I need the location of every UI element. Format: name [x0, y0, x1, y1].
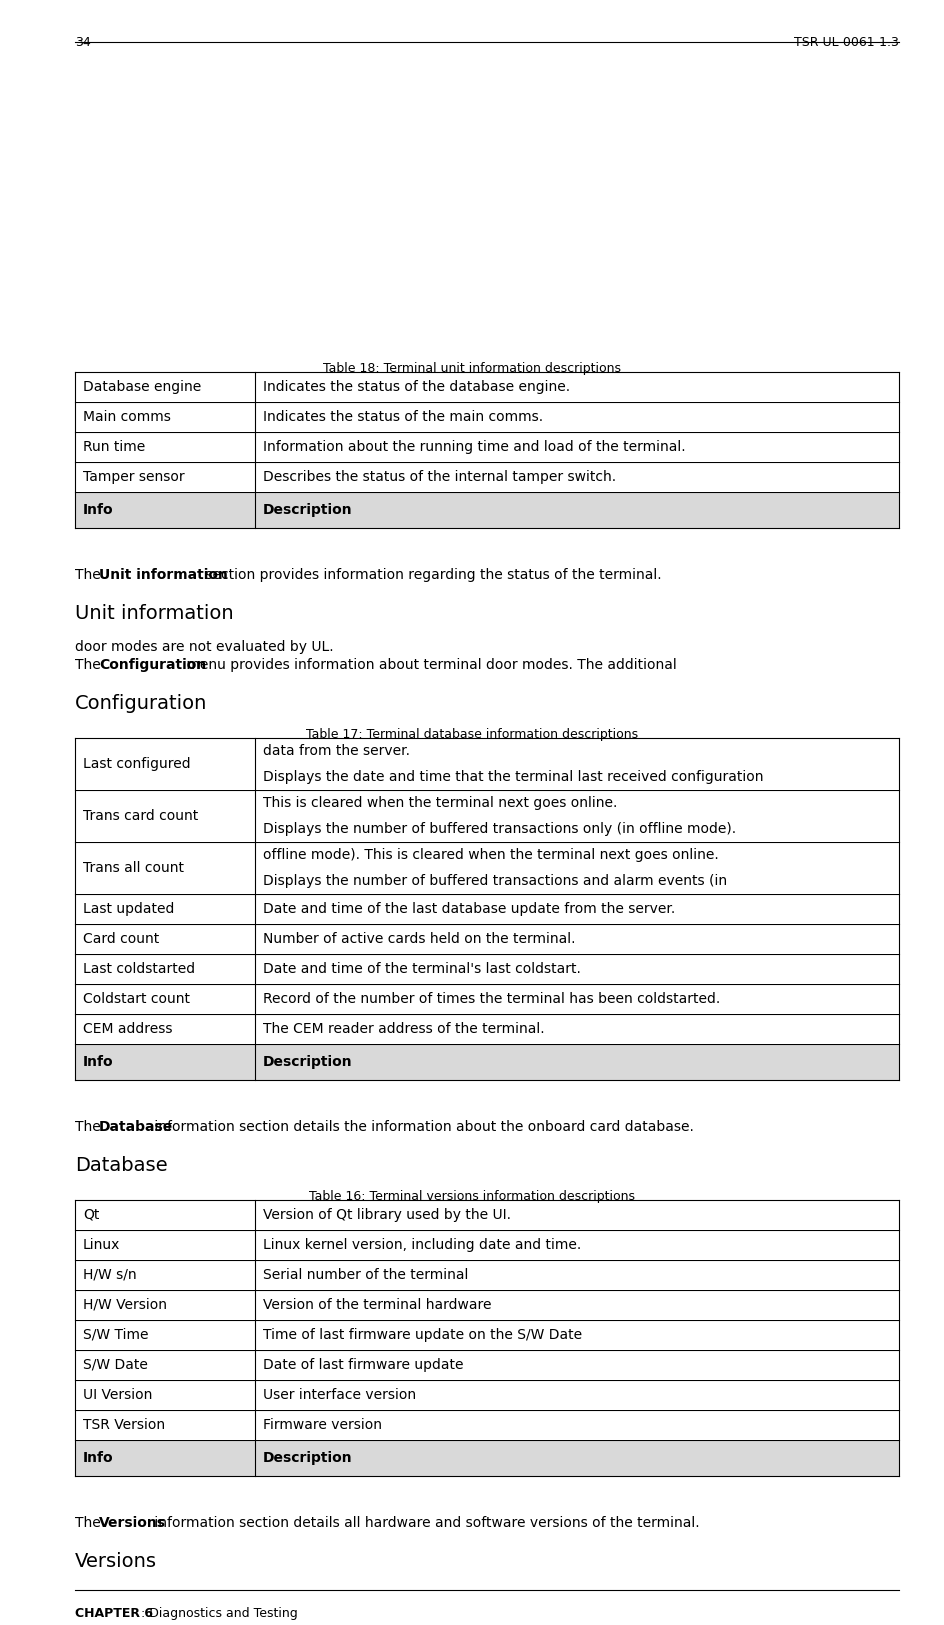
Text: Configuration: Configuration — [75, 694, 208, 713]
Text: UI Version: UI Version — [83, 1388, 152, 1402]
Bar — [75, 985, 899, 1014]
Text: S/W Time: S/W Time — [83, 1328, 148, 1342]
Text: Versions: Versions — [99, 1516, 166, 1531]
Bar — [75, 432, 899, 461]
Bar — [75, 1320, 899, 1350]
Bar — [75, 925, 899, 954]
Text: Description: Description — [262, 1055, 352, 1069]
Bar — [75, 1410, 899, 1440]
Text: Info: Info — [83, 1055, 113, 1069]
Text: User interface version: User interface version — [262, 1388, 415, 1402]
Text: CHAPTER 6: CHAPTER 6 — [75, 1607, 153, 1620]
Text: Versions: Versions — [75, 1552, 157, 1571]
Bar — [75, 461, 899, 492]
Text: Description: Description — [262, 1451, 352, 1466]
Text: Unit information: Unit information — [75, 604, 233, 622]
Text: Information about the running time and load of the terminal.: Information about the running time and l… — [262, 440, 685, 453]
Text: Linux: Linux — [83, 1238, 121, 1251]
Bar — [75, 738, 899, 790]
Text: Info: Info — [83, 504, 113, 517]
Text: Trans card count: Trans card count — [83, 809, 198, 822]
Bar — [75, 1440, 899, 1476]
Text: Serial number of the terminal: Serial number of the terminal — [262, 1268, 468, 1282]
Text: information section details all hardware and software versions of the terminal.: information section details all hardware… — [150, 1516, 700, 1531]
Text: menu provides information about terminal door modes. The additional: menu provides information about terminal… — [182, 658, 677, 673]
Bar — [75, 790, 899, 842]
Text: The: The — [75, 1120, 105, 1134]
Bar — [75, 1380, 899, 1410]
Bar — [75, 1290, 899, 1320]
Text: Last updated: Last updated — [83, 902, 175, 916]
Bar — [75, 1199, 899, 1230]
Text: This is cleared when the terminal next goes online.: This is cleared when the terminal next g… — [262, 796, 617, 809]
Text: TSR Version: TSR Version — [83, 1419, 165, 1432]
Text: The: The — [75, 569, 105, 582]
Bar — [75, 401, 899, 432]
Bar — [75, 1259, 899, 1290]
Text: Coldstart count: Coldstart count — [83, 991, 190, 1006]
Text: Last coldstarted: Last coldstarted — [83, 962, 195, 977]
Text: Record of the number of times the terminal has been coldstarted.: Record of the number of times the termin… — [262, 991, 720, 1006]
Bar — [75, 1350, 899, 1380]
Text: Version of Qt library used by the UI.: Version of Qt library used by the UI. — [262, 1207, 511, 1222]
Text: The: The — [75, 1516, 105, 1531]
Text: Describes the status of the internal tamper switch.: Describes the status of the internal tam… — [262, 470, 615, 484]
Text: Time of last firmware update on the S/W Date: Time of last firmware update on the S/W … — [262, 1328, 582, 1342]
Text: offline mode). This is cleared when the terminal next goes online.: offline mode). This is cleared when the … — [262, 848, 718, 861]
Text: H/W Version: H/W Version — [83, 1298, 167, 1311]
Text: Displays the date and time that the terminal last received configuration: Displays the date and time that the term… — [262, 770, 763, 783]
Text: Last configured: Last configured — [83, 757, 191, 770]
Bar — [75, 492, 899, 528]
Text: Firmware version: Firmware version — [262, 1419, 381, 1432]
Bar — [75, 842, 899, 894]
Text: Qt: Qt — [83, 1207, 99, 1222]
Text: Date of last firmware update: Date of last firmware update — [262, 1358, 464, 1372]
Text: information section details the information about the onboard card database.: information section details the informat… — [150, 1120, 694, 1134]
Text: CEM address: CEM address — [83, 1022, 173, 1037]
Text: data from the server.: data from the server. — [262, 744, 410, 757]
Text: H/W s/n: H/W s/n — [83, 1268, 137, 1282]
Text: door modes are not evaluated by UL.: door modes are not evaluated by UL. — [75, 640, 333, 653]
Text: Date and time of the terminal's last coldstart.: Date and time of the terminal's last col… — [262, 962, 581, 977]
Text: Version of the terminal hardware: Version of the terminal hardware — [262, 1298, 491, 1311]
Text: The CEM reader address of the terminal.: The CEM reader address of the terminal. — [262, 1022, 545, 1037]
Text: Description: Description — [262, 504, 352, 517]
Text: Info: Info — [83, 1451, 113, 1466]
Text: : Diagnostics and Testing: : Diagnostics and Testing — [137, 1607, 297, 1620]
Text: Database: Database — [99, 1120, 174, 1134]
Text: section provides information regarding the status of the terminal.: section provides information regarding t… — [201, 569, 662, 582]
Text: S/W Date: S/W Date — [83, 1358, 148, 1372]
Text: Table 17: Terminal database information descriptions: Table 17: Terminal database information … — [306, 728, 638, 741]
Text: Indicates the status of the main comms.: Indicates the status of the main comms. — [262, 410, 543, 424]
Text: Run time: Run time — [83, 440, 145, 453]
Text: Indicates the status of the database engine.: Indicates the status of the database eng… — [262, 380, 570, 393]
Text: Displays the number of buffered transactions only (in offline mode).: Displays the number of buffered transact… — [262, 822, 735, 835]
Bar — [75, 372, 899, 401]
Bar — [75, 1230, 899, 1259]
Text: Linux kernel version, including date and time.: Linux kernel version, including date and… — [262, 1238, 581, 1251]
Bar — [75, 1014, 899, 1043]
Text: Card count: Card count — [83, 933, 160, 946]
Text: Tamper sensor: Tamper sensor — [83, 470, 185, 484]
Text: Database: Database — [75, 1155, 168, 1175]
Text: Table 16: Terminal versions information descriptions: Table 16: Terminal versions information … — [309, 1190, 635, 1202]
Text: Trans all count: Trans all count — [83, 861, 184, 874]
Text: 34: 34 — [75, 36, 91, 49]
Text: Database engine: Database engine — [83, 380, 201, 393]
Text: Table 18: Terminal unit information descriptions: Table 18: Terminal unit information desc… — [323, 362, 621, 375]
Bar — [75, 1043, 899, 1081]
Text: Number of active cards held on the terminal.: Number of active cards held on the termi… — [262, 933, 575, 946]
Text: Date and time of the last database update from the server.: Date and time of the last database updat… — [262, 902, 675, 916]
Bar — [75, 894, 899, 925]
Bar — [75, 954, 899, 985]
Text: Main comms: Main comms — [83, 410, 171, 424]
Text: The: The — [75, 658, 105, 673]
Text: Displays the number of buffered transactions and alarm events (in: Displays the number of buffered transact… — [262, 874, 727, 887]
Text: TSR-UL-0061-1.3: TSR-UL-0061-1.3 — [794, 36, 899, 49]
Text: Configuration: Configuration — [99, 658, 206, 673]
Text: Unit information: Unit information — [99, 569, 228, 582]
